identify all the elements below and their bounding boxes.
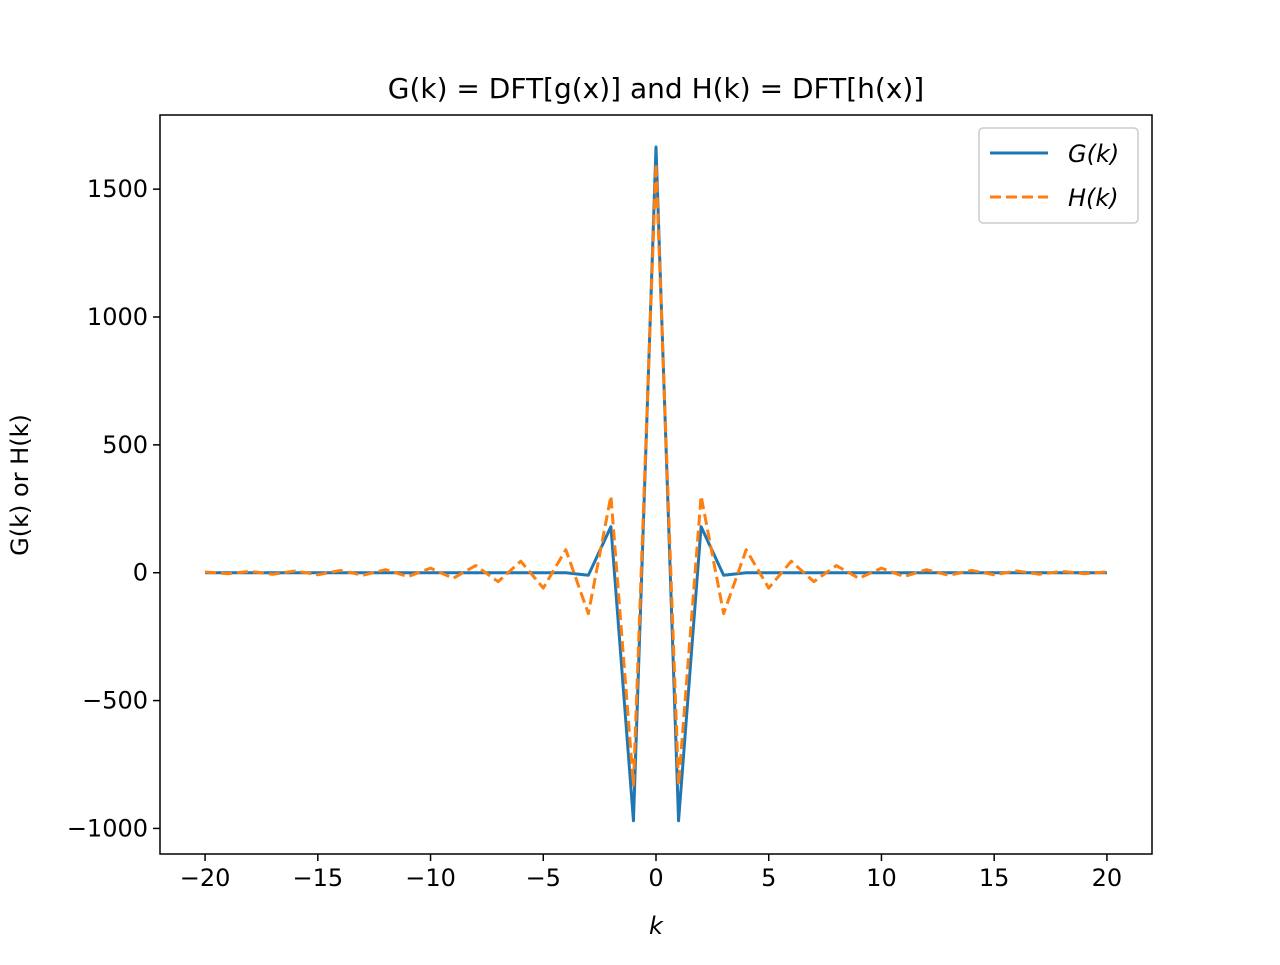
x-axis-label: k [649, 912, 664, 940]
y-tick-label: −1000 [67, 814, 148, 842]
plot-lines [204, 145, 1108, 823]
x-tick-label: 10 [866, 864, 897, 892]
series-line-h [204, 162, 1108, 787]
x-tick-label: −20 [180, 864, 231, 892]
legend-label-h: H(k) [1068, 184, 1119, 212]
y-tick-label: 1000 [87, 303, 148, 331]
x-tick-label: 0 [648, 864, 663, 892]
y-tick-label: 500 [102, 431, 148, 459]
x-tick-label: −10 [405, 864, 456, 892]
x-tick-label: −5 [526, 864, 561, 892]
chart-title: G(k) = DFT[g(x)] and H(k) = DFT[h(x)] [388, 72, 924, 105]
x-tick-label: −15 [292, 864, 343, 892]
x-tick-label: 15 [979, 864, 1010, 892]
y-tick-label: −500 [82, 687, 148, 715]
x-tick-label: 5 [761, 864, 776, 892]
y-tick-label: 1500 [87, 175, 148, 203]
y-tick-label: 0 [133, 559, 148, 587]
legend-label-g: G(k) [1068, 140, 1119, 168]
y-axis-label: G(k) or H(k) [6, 414, 34, 556]
legend: G(k) H(k) [978, 127, 1139, 224]
x-tick-label: 20 [1092, 864, 1123, 892]
y-axis-ticks: −1000 −500 0 500 1000 1500 [67, 175, 160, 842]
x-axis-ticks: −20 −15 −10 −5 0 5 10 15 20 [180, 854, 1122, 892]
